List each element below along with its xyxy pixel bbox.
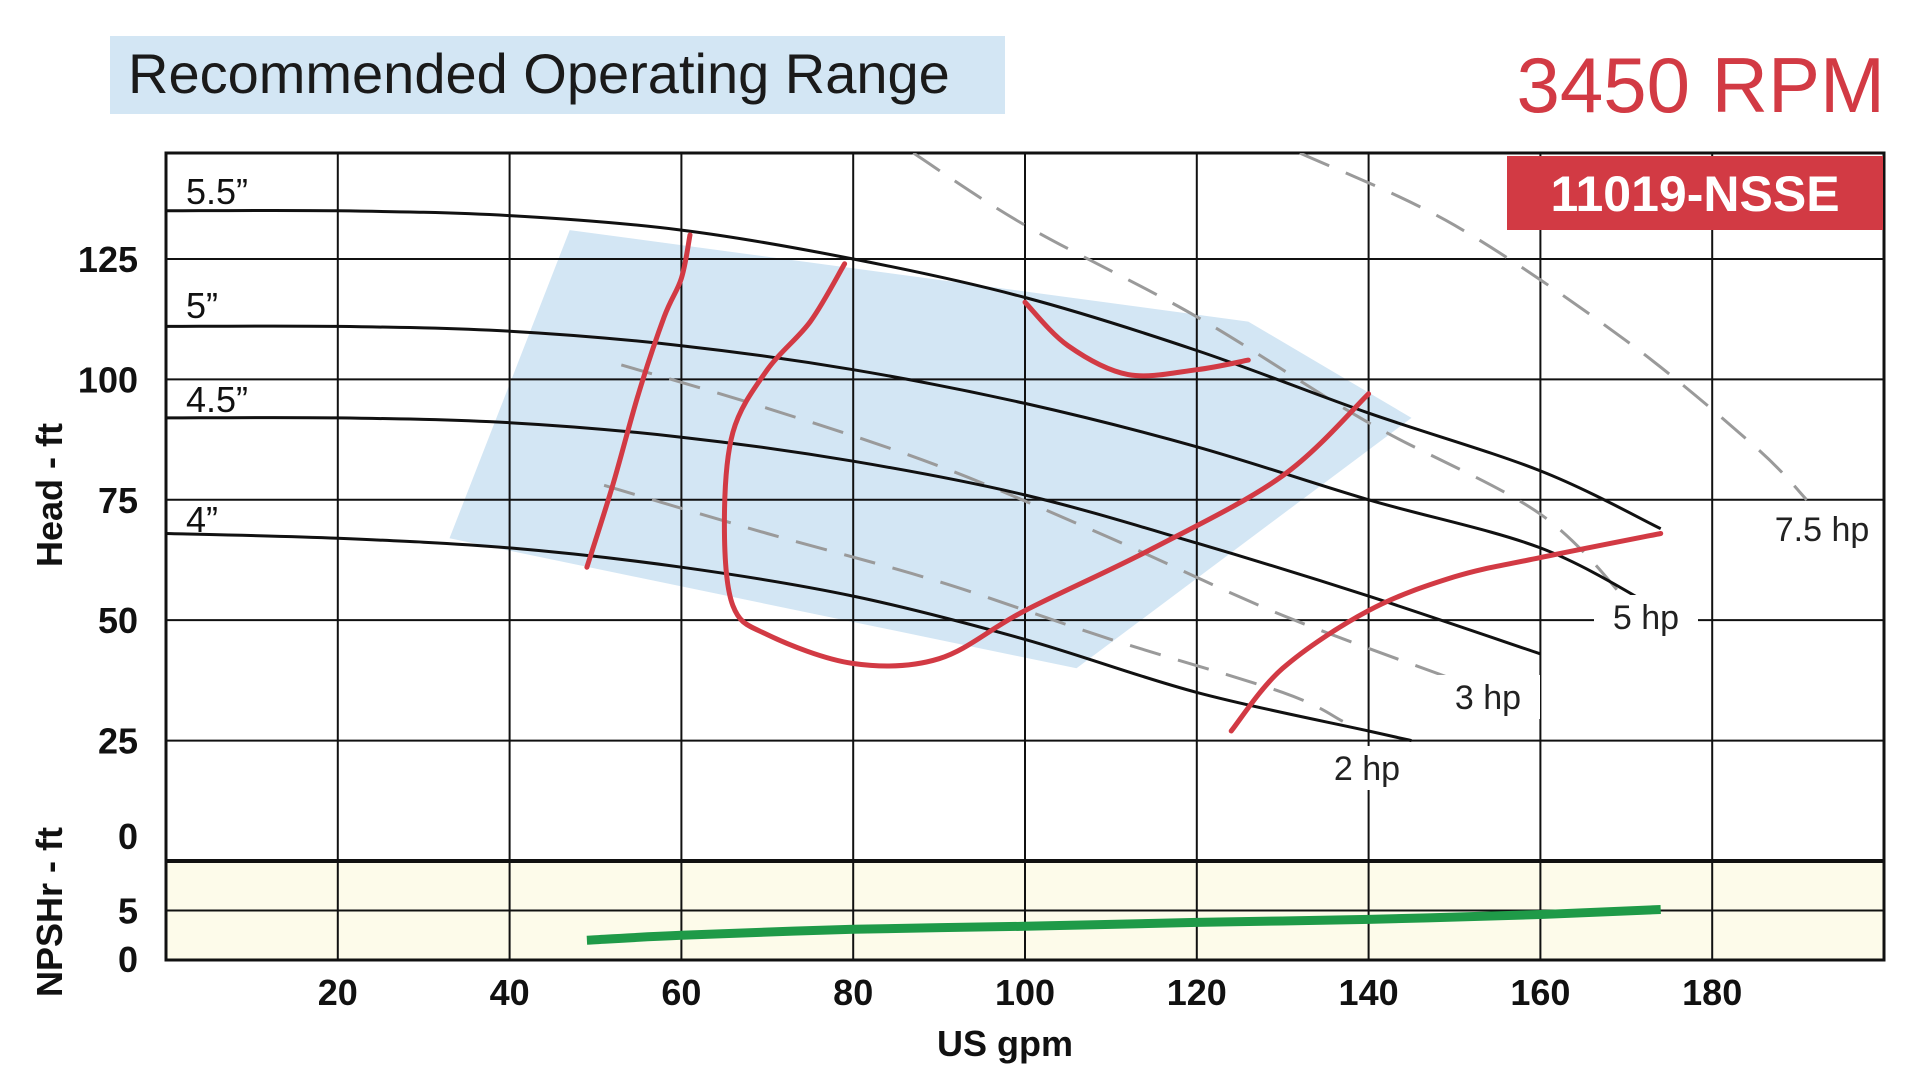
power-label-2-hp: 2 hp <box>1334 750 1400 788</box>
npsh-axis-title: NPSHr - ft <box>29 827 70 997</box>
model-label: 11019-NSSE <box>1550 166 1839 222</box>
label-backdrop <box>1436 675 1540 719</box>
head-plot-area: 5.5” 5” 4.5” 4” 2 hp 3 hp 5 hp 7.5 hp <box>164 151 1886 863</box>
power-line-2-hp <box>603 483 1344 723</box>
power-label-3-hp: 3 hp <box>1455 679 1521 717</box>
banner-background <box>110 36 1005 114</box>
npsh-y-tick-label: 5 <box>118 891 138 932</box>
head-axis-title: Head - ft <box>29 423 70 567</box>
x-tick-label: 140 <box>1339 972 1399 1013</box>
model-badge <box>1507 156 1883 230</box>
label-backdrop <box>1315 746 1419 790</box>
impeller-curve-5-5in <box>165 208 1662 531</box>
power-label-5-hp: 5 hp <box>1613 599 1679 637</box>
npsh-plot-area <box>164 859 1886 962</box>
power-label-7-5-hp: 7.5 hp <box>1775 511 1870 549</box>
efficiency-curve-4 <box>1228 531 1664 734</box>
efficiency-curve-2 <box>721 261 1372 669</box>
x-tick-label: 80 <box>833 972 873 1013</box>
x-tick-label: 60 <box>661 972 701 1013</box>
impeller-label-5in: 5” <box>186 285 218 326</box>
head-y-tick-label: 50 <box>98 600 138 641</box>
head-y-tick-label: 125 <box>78 239 138 280</box>
power-line-5-hp <box>912 153 1636 612</box>
operating-range-region <box>449 230 1412 669</box>
efficiency-curve-3 <box>1022 299 1251 379</box>
label-backdrop <box>1594 595 1698 639</box>
impeller-label-4-5in: 4.5” <box>186 379 248 420</box>
impeller-label-4in: 4” <box>186 499 218 540</box>
head-y-tick-label: 100 <box>78 359 138 400</box>
label-backdrop <box>1770 507 1874 551</box>
x-tick-label: 40 <box>490 972 530 1013</box>
x-tick-label: 120 <box>1167 972 1227 1013</box>
rpm-title: 3450 RPM <box>1516 41 1885 129</box>
npsh-y-tick-label: 0 <box>118 939 138 980</box>
x-tick-label: 160 <box>1510 972 1570 1013</box>
head-y-tick-label: 0 <box>118 816 138 857</box>
x-axis-title: US gpm <box>937 1023 1073 1064</box>
impeller-curve-5in <box>165 324 1662 612</box>
npsh-curve <box>586 905 1661 945</box>
x-tick-label: 180 <box>1682 972 1742 1013</box>
head-y-tick-label: 75 <box>98 480 138 521</box>
banner-title: Recommended Operating Range <box>128 42 950 105</box>
x-tick-label: 20 <box>318 972 358 1013</box>
head-y-tick-label: 25 <box>98 721 138 762</box>
impeller-curve-4in <box>165 532 1412 743</box>
impeller-label-5-5in: 5.5” <box>186 171 248 212</box>
efficiency-curve-1 <box>584 232 693 570</box>
x-tick-label: 100 <box>995 972 1055 1013</box>
impeller-curve-4-5in <box>165 416 1541 656</box>
